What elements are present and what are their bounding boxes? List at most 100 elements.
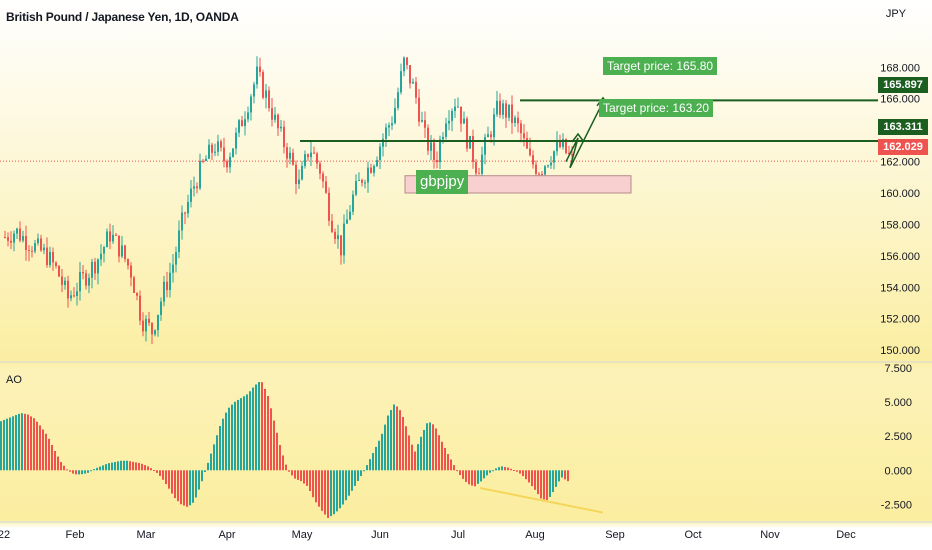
ao-tick-label: -2.500 xyxy=(881,499,912,511)
ao-bar xyxy=(381,433,383,471)
candle-body xyxy=(154,330,156,335)
ao-bar xyxy=(438,435,440,471)
ao-bar xyxy=(282,455,284,471)
candle-body xyxy=(259,66,261,73)
ao-bar xyxy=(213,444,215,471)
ao-bar xyxy=(321,470,323,511)
time-tick-label: Nov xyxy=(760,529,780,541)
candle-body xyxy=(472,136,474,162)
candle-body xyxy=(214,151,216,153)
candle-body xyxy=(13,233,15,243)
ao-bar xyxy=(27,414,29,471)
candle-body xyxy=(205,158,207,162)
candle-body xyxy=(529,148,531,156)
ao-bar xyxy=(30,416,32,471)
ao-bar xyxy=(558,470,560,482)
ao-bar xyxy=(486,470,488,476)
ao-bar xyxy=(138,463,140,471)
ao-bar xyxy=(9,417,11,471)
candle-body xyxy=(469,136,471,149)
ao-bar xyxy=(390,410,392,471)
ao-bar xyxy=(45,433,47,471)
ao-bar xyxy=(525,470,527,480)
candle-body xyxy=(184,212,186,214)
ao-bar xyxy=(510,468,512,471)
candle-body xyxy=(571,154,573,156)
candle-body xyxy=(343,223,345,256)
ao-bar xyxy=(276,432,278,471)
ao-bar xyxy=(93,469,95,471)
candle-body xyxy=(166,281,168,291)
candle-body xyxy=(547,165,549,167)
candle-body xyxy=(220,141,222,148)
ao-bar xyxy=(180,470,182,505)
target-price-1-label: Target price: 165.80 xyxy=(603,57,718,75)
candle-body xyxy=(367,167,369,183)
ao-bar xyxy=(447,454,449,471)
candle-body xyxy=(511,104,513,123)
ao-bar xyxy=(300,470,302,482)
candle-body xyxy=(298,179,300,185)
candle-body xyxy=(4,237,6,238)
candle-body xyxy=(82,272,84,274)
candle-body xyxy=(493,114,495,138)
candle-body xyxy=(25,236,27,251)
price-tick-label: 154.000 xyxy=(880,282,920,294)
candle-body xyxy=(517,117,519,124)
ao-bar xyxy=(216,435,218,471)
ao-bar xyxy=(117,461,119,471)
ao-tick-label: 5.000 xyxy=(884,397,912,409)
price-tick-label: 152.000 xyxy=(880,314,920,326)
candle-body xyxy=(427,127,429,151)
candle-body xyxy=(217,141,219,152)
pair-badge: gbpjpy xyxy=(416,170,469,194)
ao-bar xyxy=(39,425,41,471)
candle-body xyxy=(466,118,468,149)
ao-bar xyxy=(129,461,131,471)
candle-body xyxy=(145,318,147,332)
time-tick-label: Aug xyxy=(525,529,545,541)
ao-bar xyxy=(102,465,104,471)
ao-bar xyxy=(393,404,395,471)
ao-bar xyxy=(333,470,335,515)
ao-bar xyxy=(369,459,371,471)
target-price-2-label: Target price: 163.20 xyxy=(599,99,714,117)
candle-body xyxy=(412,81,414,84)
ao-bar xyxy=(384,424,386,471)
ao-bar xyxy=(372,452,374,471)
candle-body xyxy=(52,251,54,263)
ao-bar xyxy=(141,463,143,471)
candle-body xyxy=(541,173,543,175)
ao-bar xyxy=(456,470,458,472)
ao-bar xyxy=(0,421,2,471)
price-tick-label: 150.000 xyxy=(880,345,920,357)
ao-bar xyxy=(360,470,362,477)
ao-bar xyxy=(468,470,470,485)
candle-body xyxy=(106,231,108,248)
ao-bar xyxy=(36,421,38,471)
ao-bar xyxy=(444,447,446,471)
candle-body xyxy=(277,114,279,129)
candle-body xyxy=(109,231,111,242)
candle-body xyxy=(46,247,48,266)
ao-bar xyxy=(222,418,224,471)
ao-bar xyxy=(465,470,467,482)
candle-body xyxy=(382,138,384,147)
candle-body xyxy=(40,238,42,251)
ao-bar xyxy=(168,470,170,489)
candle-body xyxy=(193,186,195,189)
ao-bar xyxy=(462,470,464,479)
time-tick-label: Sep xyxy=(605,529,625,541)
ao-bar xyxy=(198,470,200,490)
candle-body xyxy=(94,261,96,274)
ao-bar xyxy=(342,470,344,505)
candle-body xyxy=(304,154,306,166)
candle-body xyxy=(136,293,138,296)
ao-bar xyxy=(189,470,191,506)
ao-bar xyxy=(165,470,167,485)
candle-body xyxy=(118,235,120,257)
candle-body xyxy=(295,164,297,185)
candle-body xyxy=(256,66,258,85)
ao-bar xyxy=(267,395,269,471)
